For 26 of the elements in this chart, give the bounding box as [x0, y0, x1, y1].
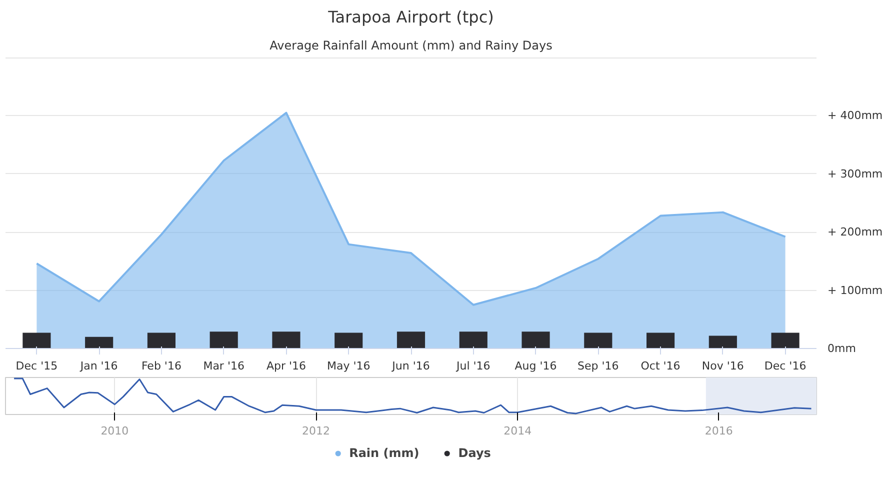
chart-subtitle: Average Rainfall Amount (mm) and Rainy Days	[270, 38, 552, 52]
y-tick-label: + 400mm	[828, 109, 883, 122]
y-tick-label: + 300mm	[828, 167, 883, 180]
x-tick-label: 2010	[100, 424, 129, 438]
y-tick-label: + 200mm	[828, 226, 883, 239]
x-tick-label: Jan '16	[79, 360, 118, 372]
y-tick-label: + 100mm	[828, 284, 883, 297]
x-tick-label: Aug '16	[514, 360, 557, 372]
x-tick-label: Dec '16	[764, 360, 806, 372]
x-tick-label: Mar '16	[203, 360, 244, 372]
x-tick-label: Feb '16	[141, 360, 182, 372]
x-tick-label: Nov '16	[702, 360, 744, 372]
x-tick-label: Dec '15	[16, 360, 58, 372]
x-tick-label: Jul '16	[455, 360, 490, 372]
x-tick-label: Sep '16	[578, 360, 619, 372]
x-tick-label: 2012	[302, 424, 330, 438]
x-tick-label: May '16	[326, 360, 370, 372]
legend-label: Days	[458, 446, 491, 460]
x-tick-label: 2014	[504, 424, 532, 438]
x-tick-label: Jun '16	[391, 360, 430, 372]
x-tick-label: Oct '16	[640, 360, 680, 372]
legend-label: Rain (mm)	[349, 446, 420, 460]
chart-title: Tarapoa Airport (tpc)	[327, 8, 494, 26]
x-tick-label: 2016	[704, 424, 733, 438]
y-tick-label: 0mm	[828, 342, 856, 355]
x-tick-label: Apr '16	[266, 360, 306, 372]
